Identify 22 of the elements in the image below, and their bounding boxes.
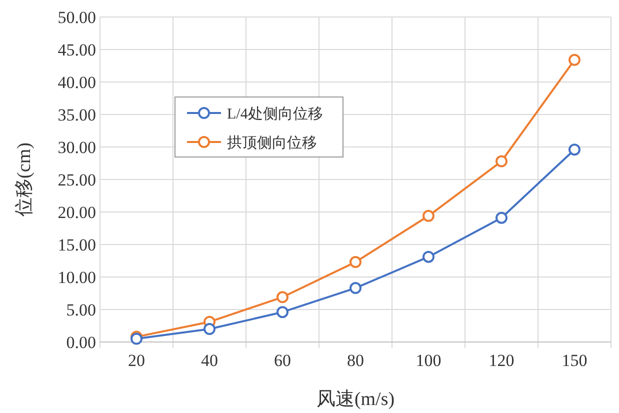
y-tick-label: 0.00 (66, 332, 96, 352)
y-tick-label: 35.00 (58, 105, 96, 124)
y-tick-label: 30.00 (58, 138, 96, 157)
x-tick-label: 20 (128, 351, 145, 370)
y-tick-label: 15.00 (58, 235, 96, 254)
x-tick-label: 60 (274, 351, 291, 370)
y-tick-label: 50.00 (58, 8, 96, 27)
x-tick-label: 100 (416, 351, 442, 370)
y-tick-label: 25.00 (58, 170, 96, 190)
x-tick-label: 150 (562, 351, 588, 370)
legend-label: 拱顶侧向位移 (227, 134, 317, 152)
x-tick-label: 80 (347, 351, 364, 370)
y-tick-label: 40.00 (58, 72, 96, 92)
y-tick-label: 20.00 (58, 202, 96, 222)
x-tick-label: 40 (201, 351, 218, 370)
y-tick-label: 5.00 (66, 300, 96, 320)
y-tick-label: 45.00 (58, 40, 96, 60)
legend-label: L/4处侧向位移 (227, 105, 323, 122)
y-axis-title: 位移(cm) (14, 142, 35, 216)
x-tick-label: 120 (488, 351, 514, 370)
x-axis-title: 风速(m/s) (316, 389, 395, 410)
y-tick-label: 10.00 (58, 268, 96, 287)
